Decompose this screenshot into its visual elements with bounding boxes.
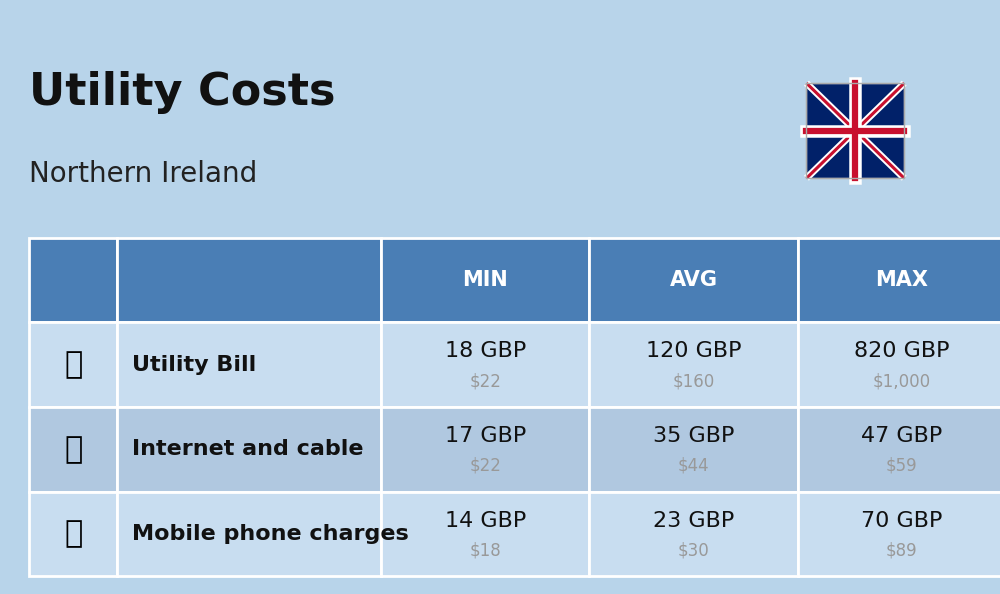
Text: 23 GBP: 23 GBP [653, 511, 734, 531]
Text: Utility Costs: Utility Costs [29, 71, 336, 114]
Text: $44: $44 [678, 457, 709, 475]
Bar [589, 238, 798, 322]
Text: $22: $22 [469, 457, 501, 475]
Bar [29, 407, 117, 492]
Text: 18 GBP: 18 GBP [445, 342, 526, 362]
Text: MAX: MAX [875, 270, 928, 290]
Text: $22: $22 [469, 372, 501, 390]
Text: 14 GBP: 14 GBP [445, 511, 526, 531]
Text: $59: $59 [886, 457, 918, 475]
Bar [29, 492, 117, 576]
Bar [117, 238, 381, 322]
Text: 35 GBP: 35 GBP [653, 426, 734, 446]
Text: 120 GBP: 120 GBP [646, 342, 741, 362]
Text: Mobile phone charges: Mobile phone charges [132, 524, 409, 544]
Text: 🔌: 🔌 [64, 350, 82, 379]
Text: $89: $89 [886, 542, 918, 560]
Text: Northern Ireland: Northern Ireland [29, 160, 258, 188]
Bar [806, 83, 904, 178]
Bar [381, 322, 589, 407]
Text: Internet and cable: Internet and cable [132, 439, 363, 459]
Text: 17 GBP: 17 GBP [445, 426, 526, 446]
Bar [589, 322, 798, 407]
Text: MIN: MIN [462, 270, 508, 290]
Text: 820 GBP: 820 GBP [854, 342, 950, 362]
Bar [798, 322, 1000, 407]
Bar [381, 492, 589, 576]
Bar [117, 492, 381, 576]
Bar [29, 238, 117, 322]
Text: Utility Bill: Utility Bill [132, 355, 256, 375]
Text: AVG: AVG [670, 270, 718, 290]
Bar [798, 407, 1000, 492]
Text: $30: $30 [678, 542, 709, 560]
Bar [798, 238, 1000, 322]
Bar [589, 407, 798, 492]
Bar [381, 407, 589, 492]
Bar [806, 83, 904, 178]
Bar [589, 492, 798, 576]
Text: 70 GBP: 70 GBP [861, 511, 942, 531]
Bar [381, 238, 589, 322]
Bar [117, 322, 381, 407]
Bar [798, 492, 1000, 576]
Text: 47 GBP: 47 GBP [861, 426, 942, 446]
Text: $160: $160 [672, 372, 715, 390]
Text: 📶: 📶 [64, 435, 82, 464]
Bar [117, 407, 381, 492]
Text: $1,000: $1,000 [873, 372, 931, 390]
Text: 📱: 📱 [64, 519, 82, 548]
Text: $18: $18 [469, 542, 501, 560]
Bar [29, 322, 117, 407]
